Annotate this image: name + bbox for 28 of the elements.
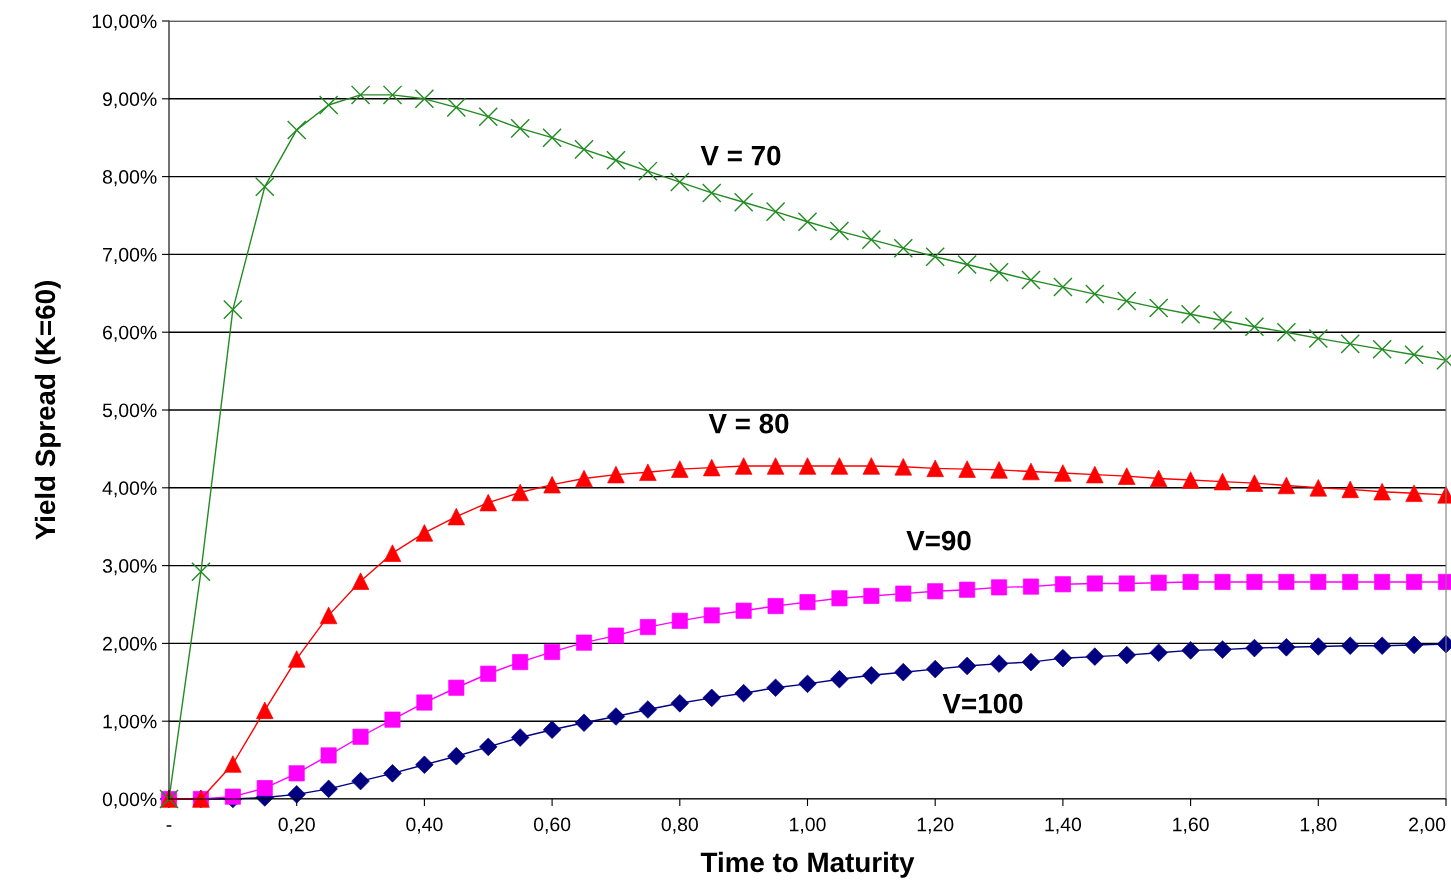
- x-tick-label: -: [166, 825, 172, 827]
- annotation: V=90: [906, 530, 971, 551]
- x-tick-label: 0,20: [278, 817, 315, 834]
- y-axis-title: Yield Spread (K=60): [34, 281, 61, 540]
- x-tick-label: 1,80: [1300, 817, 1337, 834]
- x-tick-label: 1,40: [1045, 817, 1082, 834]
- x-tick-label: 0,60: [533, 817, 571, 834]
- x-tick-label: 1,00: [790, 817, 826, 834]
- x-tick-label: 1,20: [917, 817, 954, 834]
- x-tick-label: 0,40: [406, 817, 443, 834]
- y-tick-label: 6,00%: [103, 325, 157, 342]
- y-tick-label: 5,00%: [102, 403, 157, 420]
- x-tick-label: 0,80: [661, 817, 698, 834]
- y-tick-label: 0,00%: [102, 792, 157, 809]
- y-tick-label: 7,00%: [103, 247, 157, 264]
- y-tick-label: 3,00%: [102, 559, 157, 576]
- y-tick-label: 9,00%: [102, 92, 157, 109]
- annotation: V = 70: [700, 145, 781, 166]
- y-tick-label: 2,00%: [103, 636, 157, 653]
- y-tick-label: 8,00%: [102, 170, 157, 187]
- y-tick-label: 4,00%: [102, 481, 157, 498]
- x-tick-label: 2,00: [1409, 817, 1446, 834]
- annotation: V=100: [942, 693, 1023, 714]
- y-tick-label: 1,00%: [103, 714, 157, 731]
- x-axis-title: Time to Maturity: [700, 851, 915, 878]
- x-tick-label: 1,60: [1173, 817, 1209, 834]
- y-tick-label: 10,00%: [92, 14, 157, 31]
- annotation: V = 80: [708, 413, 789, 434]
